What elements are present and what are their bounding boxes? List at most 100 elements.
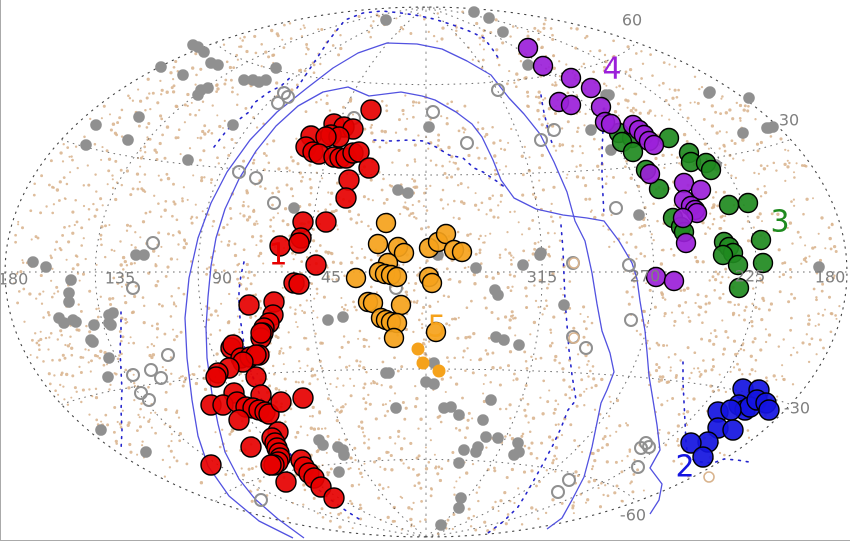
field-dot (533, 241, 537, 245)
field-dot (378, 145, 382, 149)
field-dot (719, 281, 723, 285)
field-dot (805, 333, 808, 336)
cluster-5-small-point (432, 364, 446, 378)
field-dot (690, 371, 693, 375)
field-dot (712, 217, 716, 221)
field-dot (642, 309, 646, 314)
field-dot (447, 295, 450, 299)
field-dot (687, 316, 690, 319)
field-dot (107, 157, 112, 161)
field-dot (399, 26, 403, 29)
field-dot (57, 393, 60, 396)
field-dot (418, 266, 422, 270)
field-dot (104, 413, 108, 417)
field-dot (347, 516, 350, 519)
field-dot (118, 330, 122, 333)
field-dot (603, 434, 607, 439)
field-dot (99, 238, 103, 241)
gray-source-dot (155, 61, 167, 73)
field-dot (96, 315, 100, 319)
field-dot (661, 81, 665, 85)
field-dot (74, 198, 77, 202)
cluster-label-5: 5 (427, 310, 446, 345)
field-dot (612, 54, 616, 58)
field-dot (648, 109, 652, 113)
field-dot (169, 257, 174, 261)
field-dot (787, 300, 791, 304)
field-dot (259, 185, 262, 188)
field-dot (136, 429, 139, 432)
field-dot (405, 293, 409, 297)
cluster-3-point (752, 252, 774, 274)
field-dot (754, 118, 757, 121)
field-dot (144, 211, 148, 215)
field-dot (493, 169, 497, 172)
field-dot (737, 314, 741, 317)
field-dot (349, 456, 353, 460)
field-dot (410, 507, 414, 511)
field-dot (677, 304, 682, 308)
field-dot (473, 203, 478, 207)
field-dot (401, 496, 404, 499)
field-dot (310, 367, 314, 371)
field-dot (545, 469, 548, 472)
gray-source-dot (122, 134, 134, 146)
field-dot (257, 254, 261, 258)
field-dot (621, 233, 625, 236)
field-dot (558, 60, 561, 63)
field-dot (327, 191, 330, 194)
field-dot (833, 274, 836, 277)
field-dot (680, 387, 684, 391)
cluster-5-point (451, 241, 473, 263)
field-dot (521, 193, 525, 197)
field-dot (326, 397, 330, 401)
field-dot (209, 333, 213, 336)
field-dot (352, 300, 355, 304)
field-dot (227, 153, 231, 157)
field-dot (363, 256, 367, 259)
field-dot (385, 104, 388, 107)
field-dot (535, 484, 538, 488)
field-dot (591, 465, 595, 468)
field-dot (517, 487, 520, 490)
field-dot (124, 301, 128, 305)
field-dot (92, 202, 95, 206)
field-dot (696, 101, 700, 105)
field-dot (649, 53, 652, 56)
field-dot (177, 286, 180, 290)
cluster-1-point (275, 471, 297, 493)
field-dot (441, 188, 445, 192)
field-dot (169, 315, 173, 318)
field-dot (369, 178, 373, 182)
gray-source-dot (492, 289, 504, 301)
field-dot (758, 212, 762, 216)
cluster-5-point (386, 266, 408, 288)
field-dot (682, 132, 687, 137)
field-dot (429, 427, 432, 430)
field-dot (331, 278, 334, 281)
cluster-3-point (622, 141, 644, 163)
field-dot (427, 225, 430, 229)
field-dot (338, 355, 342, 359)
field-dot (68, 342, 71, 345)
field-dot (664, 98, 668, 102)
field-dot (362, 337, 366, 342)
field-dot (191, 372, 194, 376)
field-dot (590, 321, 594, 325)
field-dot (191, 66, 195, 70)
field-dot (384, 141, 388, 145)
field-dot (120, 339, 123, 343)
field-dot (519, 60, 523, 63)
field-dot (183, 103, 187, 107)
field-dot (506, 231, 509, 234)
field-dot (210, 132, 214, 135)
field-dot (578, 393, 583, 397)
field-dot (228, 432, 232, 436)
field-dot (364, 401, 368, 405)
field-dot (377, 14, 381, 18)
field-dot (76, 166, 79, 170)
field-dot (453, 199, 456, 203)
field-dot (111, 122, 116, 126)
field-dot (280, 264, 284, 268)
field-dot (530, 355, 533, 359)
